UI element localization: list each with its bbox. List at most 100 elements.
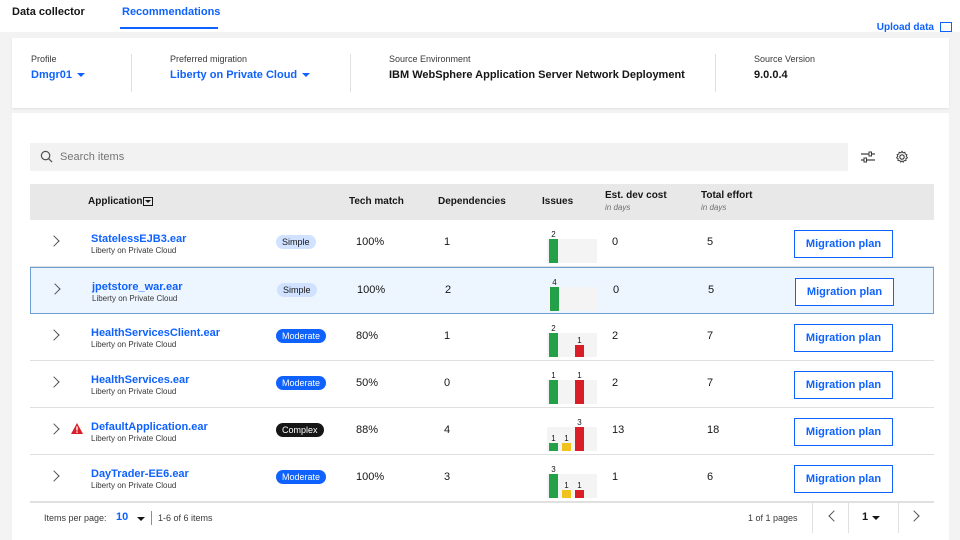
tech-match-value: 100%: [357, 284, 386, 296]
header-dev-cost[interactable]: Est. dev cost: [605, 190, 667, 201]
issues-bar-label: 2: [551, 230, 556, 239]
expand-row-icon[interactable]: [48, 235, 60, 247]
application-target: Liberty on Private Cloud: [91, 481, 177, 490]
migration-dropdown[interactable]: Liberty on Private Cloud: [170, 69, 311, 81]
filter-settings-icon[interactable]: [861, 151, 875, 163]
issues-bar: [562, 443, 571, 451]
table-row[interactable]: HealthServices.ear Liberty on Private Clo…: [30, 361, 934, 408]
dependencies-value: 3: [444, 471, 451, 483]
divider: [131, 54, 132, 92]
version-section: Source Version 9.0.0.4: [754, 54, 815, 81]
search-input[interactable]: [60, 143, 840, 171]
migration-plan-button[interactable]: Migration plan: [794, 324, 893, 352]
gear-icon[interactable]: [895, 150, 909, 164]
issues-bar-label: 1: [551, 434, 556, 443]
issues-bar-label: 1: [564, 434, 569, 443]
issues-chart: 21: [547, 324, 597, 357]
complexity-badge: Complex: [276, 423, 324, 437]
issues-bar-label: 3: [577, 418, 582, 427]
complexity-badge: Moderate: [276, 470, 327, 484]
issues-bar: [575, 427, 584, 451]
migration-section: Preferred migration Liberty on Private C…: [170, 54, 311, 81]
application-name[interactable]: jpetstore_war.ear: [92, 281, 183, 293]
tab-data-collector[interactable]: Data collector: [12, 6, 85, 18]
issues-bar-label: 3: [551, 465, 556, 474]
upload-icon[interactable]: [940, 22, 952, 32]
table-row[interactable]: jpetstore_war.ear Liberty on Private Clou…: [30, 267, 934, 314]
search-icon: [40, 150, 53, 163]
migration-plan-button[interactable]: Migration plan: [794, 230, 893, 258]
tech-match-value: 88%: [356, 424, 379, 436]
table-row[interactable]: HealthServicesClient.ear Liberty on Priva…: [30, 314, 934, 361]
dev-cost-value: 2: [612, 330, 619, 342]
environment-value: IBM WebSphere Application Server Network…: [389, 69, 685, 81]
application-name[interactable]: StatelessEJB3.ear: [91, 233, 187, 245]
total-effort-value: 7: [707, 377, 714, 389]
dependencies-value: 2: [445, 284, 452, 296]
environment-label: Source Environment: [389, 54, 471, 64]
header-tech-match[interactable]: Tech match: [349, 196, 404, 207]
migration-label: Preferred migration: [170, 54, 248, 64]
items-per-page-select[interactable]: 10: [116, 511, 129, 523]
total-effort-value: 7: [707, 330, 714, 342]
header-total-effort[interactable]: Total effort: [701, 190, 753, 201]
dev-cost-value: 0: [613, 284, 620, 296]
dev-cost-value: 13: [612, 424, 625, 436]
tab-bar: Data collector Recommendations Upload da…: [0, 0, 960, 33]
dependencies-value: 0: [444, 377, 451, 389]
application-name[interactable]: HealthServicesClient.ear: [91, 327, 221, 339]
issues-bar: [550, 287, 559, 311]
page-select[interactable]: 1: [862, 511, 869, 523]
expand-row-icon[interactable]: [48, 376, 60, 388]
table-row[interactable]: DefaultApplication.ear Liberty on Private…: [30, 408, 934, 455]
chevron-down-icon[interactable]: [872, 516, 880, 520]
issues-bar-label: 1: [577, 336, 582, 345]
table-row[interactable]: StatelessEJB3.ear Liberty on Private Clou…: [30, 220, 934, 267]
application-name[interactable]: HealthServices.ear: [91, 374, 190, 386]
issues-bar: [575, 345, 584, 357]
divider: [812, 503, 813, 533]
header-dependencies[interactable]: Dependencies: [438, 196, 506, 207]
previous-page-icon[interactable]: [828, 510, 840, 522]
complexity-badge: Moderate: [276, 376, 327, 390]
expand-row-icon[interactable]: [48, 329, 60, 341]
migration-plan-button[interactable]: Migration plan: [794, 465, 893, 493]
issues-bar: [549, 443, 558, 451]
issues-bar: [549, 333, 558, 357]
table-row[interactable]: DayTrader-EE6.ear Liberty on Private Clou…: [30, 455, 934, 502]
expand-row-icon[interactable]: [48, 470, 60, 482]
issues-bar: [562, 490, 571, 498]
issues-bar-label: 1: [564, 481, 569, 490]
header-issues[interactable]: Issues: [542, 196, 574, 207]
expand-row-icon[interactable]: [49, 283, 61, 295]
item-range: 1-6 of 6 items: [158, 513, 213, 523]
profile-value: Dmgr01: [31, 69, 72, 81]
issues-chart: 1 13: [547, 418, 597, 451]
upload-data-link[interactable]: Upload data: [876, 22, 934, 33]
application-name[interactable]: DefaultApplication.ear: [91, 421, 208, 433]
migration-plan-button[interactable]: Migration plan: [795, 278, 894, 306]
migration-plan-button[interactable]: Migration plan: [794, 418, 893, 446]
profile-dropdown[interactable]: Dmgr01: [31, 69, 85, 81]
chevron-down-icon: [302, 73, 311, 78]
header-application[interactable]: Application: [88, 196, 154, 207]
sort-dropdown-icon[interactable]: [143, 196, 154, 206]
next-page-icon[interactable]: [908, 510, 920, 522]
tab-recommendations[interactable]: Recommendations: [122, 6, 221, 18]
total-effort-value: 6: [707, 471, 714, 483]
chevron-down-icon[interactable]: [137, 517, 145, 521]
expand-row-icon[interactable]: [48, 423, 60, 435]
table-body: StatelessEJB3.ear Liberty on Private Clou…: [30, 220, 934, 502]
divider: [898, 503, 899, 533]
dependencies-value: 1: [444, 330, 451, 342]
dependencies-value: 4: [444, 424, 451, 436]
application-target: Liberty on Private Cloud: [92, 294, 178, 303]
application-name[interactable]: DayTrader-EE6.ear: [91, 468, 189, 480]
items-per-page-label: Items per page:: [44, 513, 107, 523]
applications-panel: Application Tech match Dependencies Issu…: [12, 113, 949, 540]
migration-plan-button[interactable]: Migration plan: [794, 371, 893, 399]
tech-match-value: 100%: [356, 236, 385, 248]
version-label: Source Version: [754, 54, 816, 64]
tech-match-value: 50%: [356, 377, 379, 389]
